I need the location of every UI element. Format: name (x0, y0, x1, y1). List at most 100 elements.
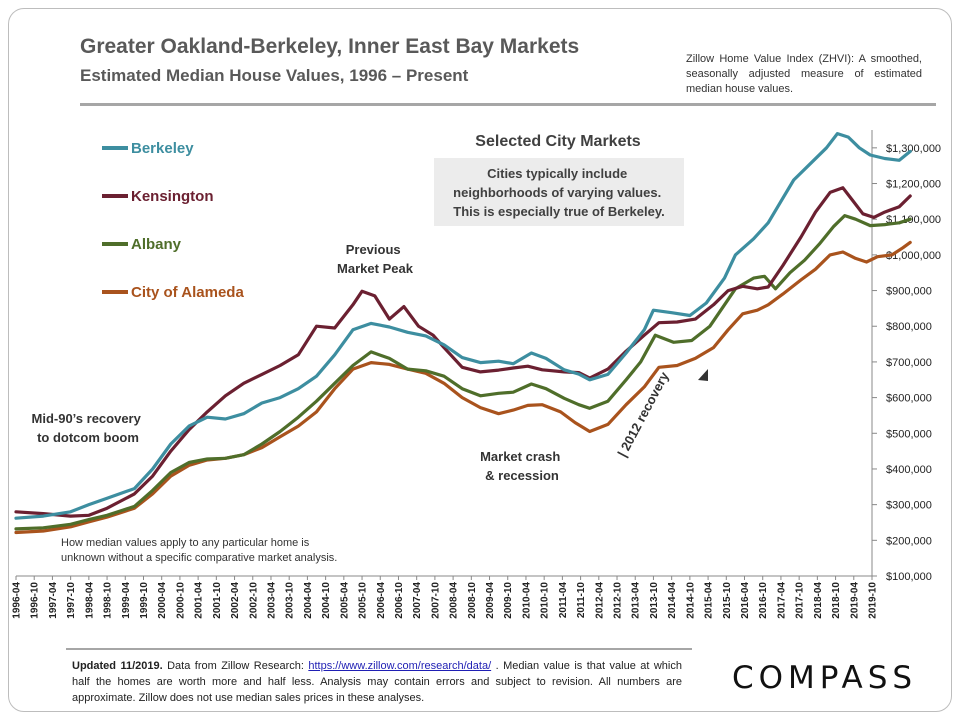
x-tick-label: 2006-10 (394, 582, 405, 619)
y-tick-label: $900,000 (886, 286, 932, 298)
x-tick-label: 1996-04 (12, 582, 23, 619)
x-tick-label: 2015-10 (722, 582, 733, 619)
x-tick-label: 2008-04 (449, 582, 460, 619)
x-tick-label: 2017-04 (776, 582, 787, 619)
annotation-disclaimer: How median values apply to any particula… (61, 537, 337, 564)
x-tick-label: 2003-10 (285, 582, 296, 619)
x-tick-label: 2011-04 (558, 582, 569, 619)
x-tick-label: 1998-04 (84, 582, 95, 619)
y-tick-label: $600,000 (886, 393, 932, 405)
x-tick-label: 2010-10 (540, 582, 551, 619)
x-tick-label: 2016-04 (740, 582, 751, 619)
x-tick-label: 2006-04 (376, 582, 387, 619)
x-tick-label: 2005-04 (339, 582, 350, 619)
annotation-box-text: Cities typically include neighborhoods o… (453, 166, 665, 219)
x-tick-label: 2012-10 (613, 582, 624, 619)
x-tick-label: 2005-10 (358, 582, 369, 619)
annotation-previous-peak-line-1: Previous (346, 242, 401, 257)
chart-title: Selected City Markets (475, 133, 641, 150)
x-tick-label: 2011-10 (576, 582, 587, 619)
y-tick-label: $300,000 (886, 500, 932, 512)
x-tick-label: 2013-10 (649, 582, 660, 619)
page-title: Greater Oakland-Berkeley, Inner East Bay… (80, 35, 580, 58)
x-tick-label: 2014-04 (667, 582, 678, 619)
footer-divider (66, 648, 692, 650)
x-tick-label: 2004-04 (303, 582, 314, 619)
x-tick-label: 2017-10 (795, 582, 806, 619)
x-tick-label: 2002-10 (248, 582, 259, 619)
legend-label-albany: Albany (131, 236, 182, 253)
series-line-kensington (14, 186, 912, 518)
x-tick-label: 2007-10 (430, 582, 441, 619)
footer-note: Updated 11/2019. Data from Zillow Resear… (72, 658, 682, 706)
annotation-box-line-2: neighborhoods of varying values. (453, 185, 661, 200)
x-tick-label: 2018-04 (813, 582, 824, 619)
x-tick-label: 2001-10 (212, 582, 223, 619)
x-tick-label: 2018-10 (831, 582, 842, 619)
annotation-box (434, 158, 684, 226)
x-tick-label: 2002-04 (230, 582, 241, 619)
x-tick-label: 2009-04 (485, 582, 496, 619)
x-tick-label: 1997-04 (48, 582, 59, 619)
legend-label-alameda: City of Alameda (131, 284, 244, 301)
compass-logo: COMPASS (732, 660, 918, 696)
y-axis: $100,000 $200,000 $300,000 $400,000 $500,000… (871, 130, 941, 583)
zillow-data-link[interactable]: https://www.zillow.com/research/data/ (308, 660, 492, 672)
y-tick-label: $1,000,000 (886, 250, 941, 262)
x-tick-label: 2001-04 (194, 582, 205, 619)
x-tick-label: 2015-04 (704, 582, 715, 619)
x-tick-label: 1998-10 (103, 582, 114, 619)
x-tick-label: 2000-04 (157, 582, 168, 619)
series-line-albany (14, 214, 912, 531)
y-tick-label: $1,200,000 (886, 179, 941, 191)
x-tick-label: 2008-10 (467, 582, 478, 619)
x-tick-label: 2000-10 (175, 582, 186, 619)
y-tick-label: $1,300,000 (886, 143, 941, 155)
y-tick-label: $100,000 (886, 571, 932, 583)
annotation-box-line-3: This is especially true of Berkeley. (453, 204, 664, 219)
x-tick-label: 2013-04 (631, 582, 642, 619)
annotation-disclaimer-line-2: unknown without a specific comparative m… (61, 552, 337, 564)
x-tick-label: 2012-04 (594, 582, 605, 619)
annotation-market-crash: Market crash & recession (480, 449, 564, 483)
y-tick-label: $200,000 (886, 535, 932, 547)
footer-text-2: . Median value is that value at which ha… (72, 660, 682, 704)
x-tick-label: 2014-10 (685, 582, 696, 619)
annotation-previous-peak: Previous Market Peak (337, 242, 414, 276)
x-tick-label: 2016-10 (758, 582, 769, 619)
x-tick-label: 1996-10 (30, 582, 41, 619)
x-tick-label: 2019-10 (868, 582, 879, 619)
x-tick-label: 1997-10 (66, 582, 77, 619)
annotation-mid90s-line-2: to dotcom boom (37, 430, 139, 445)
x-tick-label: 2019-04 (849, 582, 860, 619)
x-tick-label: 2009-10 (503, 582, 514, 619)
annotation-mid90s: Mid-90’s recovery to dotcom boom (32, 411, 145, 445)
x-tick-label: 2004-10 (321, 582, 332, 619)
header-divider (80, 103, 936, 106)
x-tick-label: 2007-04 (412, 582, 423, 619)
footer-updated: Updated 11/2019. (72, 660, 163, 672)
annotation-box-line-1: Cities typically include (487, 166, 627, 181)
x-tick-label: 2003-04 (266, 582, 277, 619)
annotation-market-crash-line-2: & recession (485, 468, 559, 483)
annotation-previous-peak-line-2: Market Peak (337, 261, 414, 276)
annotation-mid90s-line-1: Mid-90’s recovery (32, 411, 142, 426)
legend-label-kensington: Kensington (131, 188, 214, 205)
y-tick-label: $700,000 (886, 357, 932, 369)
recovery-arrow-icon (698, 369, 708, 381)
legend: Berkeley Kensington Albany City of Alameda (102, 140, 244, 301)
slide-frame (8, 8, 952, 712)
series-line-berkeley (14, 132, 912, 520)
x-axis: 1996-04 1996-10 1997-04 1997-10 1998-04 1998-… (12, 575, 879, 619)
x-tick-label: 1999-10 (139, 582, 150, 619)
annotation-disclaimer-line-1: How median values apply to any particula… (61, 537, 310, 549)
x-tick-label: 2010-04 (521, 582, 532, 619)
x-tick-label: 1999-04 (121, 582, 132, 619)
annotation-market-crash-line-1: Market crash (480, 449, 560, 464)
y-tick-label: $400,000 (886, 464, 932, 476)
series-lines (14, 132, 912, 535)
page-subtitle: Estimated Median House Values, 1996 – Pr… (80, 66, 469, 85)
zhvi-note: Zillow Home Value Index (ZHVI): A smooth… (686, 53, 922, 95)
y-tick-label: $500,000 (886, 428, 932, 440)
